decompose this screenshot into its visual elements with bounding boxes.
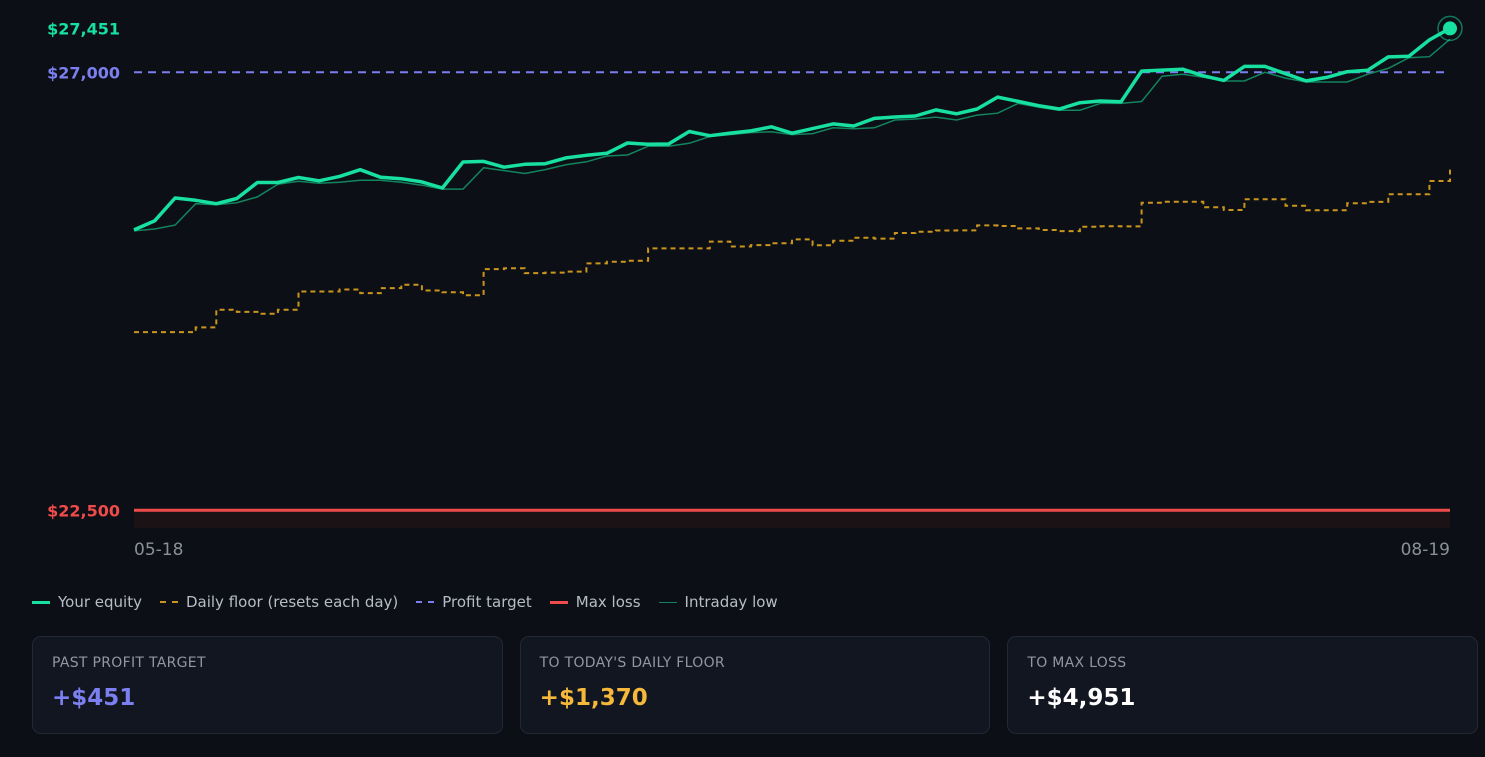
max-loss-zone (134, 510, 1450, 529)
card-daily-floor: TO TODAY'S DAILY FLOOR +$1,370 (519, 636, 991, 734)
card-value-daily-floor: +$1,370 (539, 685, 648, 711)
legend-swatch-max-loss (549, 600, 568, 604)
x-tick-start: 05-18 (134, 540, 183, 560)
profit-target-label: $27,000 (47, 63, 120, 82)
card-max-loss: TO MAX LOSS +$4,951 (1007, 636, 1479, 734)
legend-item-daily-floor[interactable]: Daily floor (resets each day) (159, 593, 399, 611)
card-label: TO TODAY'S DAILY FLOOR (539, 655, 725, 671)
legend-label: Intraday low (684, 593, 778, 611)
legend-swatch-profit-target (416, 601, 435, 603)
max-loss-label: $22,500 (47, 501, 120, 520)
legend-item-equity[interactable]: Your equity (32, 593, 142, 611)
legend-item-profit-target[interactable]: Profit target (416, 593, 532, 611)
card-label: PAST PROFIT TARGET (52, 655, 206, 671)
current-point-ring (1437, 15, 1463, 42)
legend-item-intraday-low[interactable]: Intraday low (658, 593, 778, 611)
current-point (1443, 21, 1457, 36)
card-value-max-loss: +$4,951 (1027, 685, 1136, 711)
series-daily-floor (134, 169, 1451, 334)
equity-chart: $27,451 $27,000 $22,500 05-18 08-19 (47, 15, 1463, 560)
card-label: TO MAX LOSS (1027, 655, 1127, 671)
legend-label: Your equity (58, 593, 142, 611)
legend-item-max-loss[interactable]: Max loss (549, 593, 641, 611)
legend-label: Max loss (575, 593, 641, 611)
card-profit-target: PAST PROFIT TARGET +$451 (32, 636, 503, 734)
chart-legend: Your equity Daily floor (resets each day… (32, 590, 778, 614)
card-value-profit-target: +$451 (52, 685, 136, 711)
series-equity (133, 26, 1451, 232)
legend-swatch-intraday-low (658, 601, 677, 603)
legend-swatch-equity (32, 600, 50, 604)
legend-label: Daily floor (resets each day) (185, 593, 399, 611)
legend-swatch-daily-floor (159, 601, 178, 603)
current-equity-label: $27,451 (47, 19, 120, 38)
legend-label: Profit target (442, 593, 532, 611)
x-tick-end: 08-19 (1401, 540, 1450, 560)
stat-cards: PAST PROFIT TARGET +$451 TO TODAY'S DAIL… (32, 636, 1479, 734)
